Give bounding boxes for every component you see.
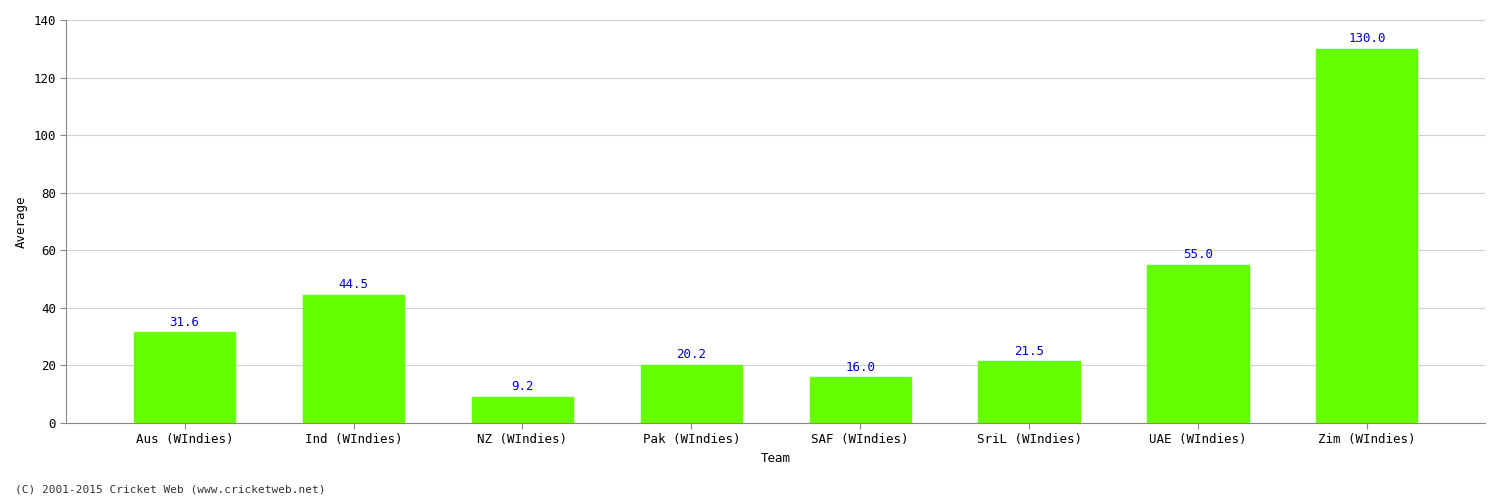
- Bar: [640, 365, 742, 423]
- Text: 20.2: 20.2: [676, 348, 706, 362]
- Text: 44.5: 44.5: [339, 278, 369, 291]
- Text: 130.0: 130.0: [1348, 32, 1386, 46]
- Text: 21.5: 21.5: [1014, 344, 1044, 358]
- Text: (C) 2001-2015 Cricket Web (www.cricketweb.net): (C) 2001-2015 Cricket Web (www.cricketwe…: [15, 485, 326, 495]
- X-axis label: Team: Team: [760, 452, 790, 465]
- Y-axis label: Average: Average: [15, 196, 28, 248]
- Bar: [978, 361, 1080, 423]
- Text: 31.6: 31.6: [170, 316, 200, 328]
- Bar: [1316, 49, 1418, 423]
- Bar: [810, 377, 910, 423]
- Text: 55.0: 55.0: [1184, 248, 1214, 261]
- Text: 16.0: 16.0: [844, 360, 874, 374]
- Bar: [472, 396, 573, 423]
- Bar: [1148, 264, 1248, 423]
- Bar: [303, 295, 404, 423]
- Bar: [134, 332, 236, 423]
- Text: 9.2: 9.2: [512, 380, 534, 393]
